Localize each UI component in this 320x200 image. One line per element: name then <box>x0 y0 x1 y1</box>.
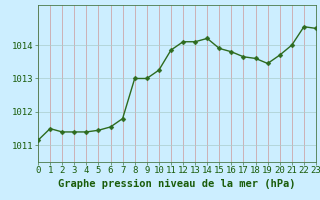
X-axis label: Graphe pression niveau de la mer (hPa): Graphe pression niveau de la mer (hPa) <box>58 179 296 189</box>
